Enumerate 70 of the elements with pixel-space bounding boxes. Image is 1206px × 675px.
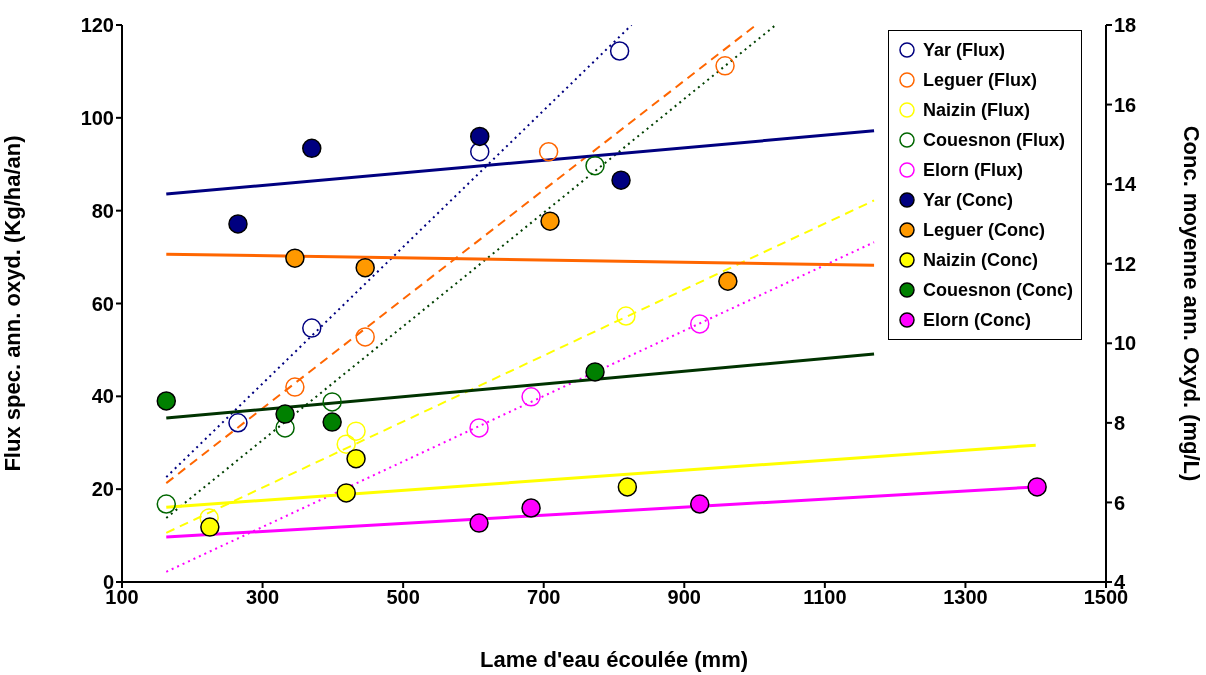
point xyxy=(156,391,177,411)
point xyxy=(322,392,342,412)
y2-tick-label: 16 xyxy=(1114,93,1137,116)
y2-tick-label: 8 xyxy=(1114,411,1126,434)
point xyxy=(585,155,605,176)
point xyxy=(346,448,366,469)
point xyxy=(336,434,356,454)
y2-axis-title: Conc. moyenne ann. Oxyd. (mg/L) xyxy=(1179,125,1205,482)
point xyxy=(470,126,490,147)
point xyxy=(355,327,375,347)
point xyxy=(469,418,489,438)
y2-tick-label: 14 xyxy=(1114,173,1138,196)
point xyxy=(718,271,738,291)
legend-label: Yar (Conc) xyxy=(923,189,1014,211)
point xyxy=(336,483,356,503)
point xyxy=(470,141,490,162)
point xyxy=(1027,477,1047,497)
point xyxy=(715,56,735,76)
point xyxy=(346,421,366,441)
point xyxy=(540,211,560,231)
y-tick-label: 60 xyxy=(91,292,114,315)
point xyxy=(690,494,710,514)
y2-tick-label: 12 xyxy=(1114,252,1137,275)
point xyxy=(617,477,638,497)
point xyxy=(611,170,631,190)
point xyxy=(521,498,541,518)
point xyxy=(228,214,248,234)
point xyxy=(228,413,248,433)
point xyxy=(275,418,295,438)
point xyxy=(538,141,559,162)
y-tick-label: 80 xyxy=(91,199,114,222)
x-tick-label: 500 xyxy=(386,586,420,609)
y-tick-label: 120 xyxy=(80,14,114,37)
legend-label: Couesnon (Conc) xyxy=(923,279,1073,301)
x-tick-label: 1300 xyxy=(943,586,988,609)
point xyxy=(302,318,322,338)
y-tick-label: 100 xyxy=(80,106,114,129)
point xyxy=(302,138,322,159)
point xyxy=(285,248,305,268)
point xyxy=(521,387,541,407)
legend-label: Naizin (Flux) xyxy=(923,99,1030,121)
y-tick-label: 40 xyxy=(91,385,114,408)
legend-label: Elorn (Conc) xyxy=(923,309,1031,331)
legend-label: Elorn (Flux) xyxy=(923,159,1023,181)
legend-label: Couesnon (Flux) xyxy=(923,129,1065,151)
point xyxy=(322,412,342,432)
point xyxy=(609,41,630,61)
legend-label: Leguer (Conc) xyxy=(923,219,1046,241)
legend-label: Naizin (Conc) xyxy=(923,249,1038,271)
point xyxy=(469,513,489,533)
x-tick-label: 700 xyxy=(527,586,561,609)
point xyxy=(585,362,605,382)
x-axis-title: Lame d'eau écoulée (mm) xyxy=(479,647,749,672)
y2-tick-label: 10 xyxy=(1114,332,1137,355)
y2-tick-label: 6 xyxy=(1114,491,1126,514)
point xyxy=(355,257,375,278)
point xyxy=(690,314,710,334)
x-tick-label: 900 xyxy=(667,586,701,609)
point xyxy=(275,404,295,424)
y-axis-title: Flux spec. ann. oxyd. (Kg/ha/an) xyxy=(0,135,25,472)
x-tick-label: 300 xyxy=(245,586,280,609)
y-tick-label: 20 xyxy=(91,478,114,501)
point xyxy=(200,517,220,537)
point xyxy=(156,494,177,514)
point xyxy=(616,306,636,326)
point xyxy=(285,377,305,397)
legend-label: Yar (Flux) xyxy=(923,39,1006,61)
legend-label: Leguer (Flux) xyxy=(923,69,1038,91)
y2-tick-label: 18 xyxy=(1114,14,1137,37)
x-tick-label: 1100 xyxy=(803,586,847,609)
